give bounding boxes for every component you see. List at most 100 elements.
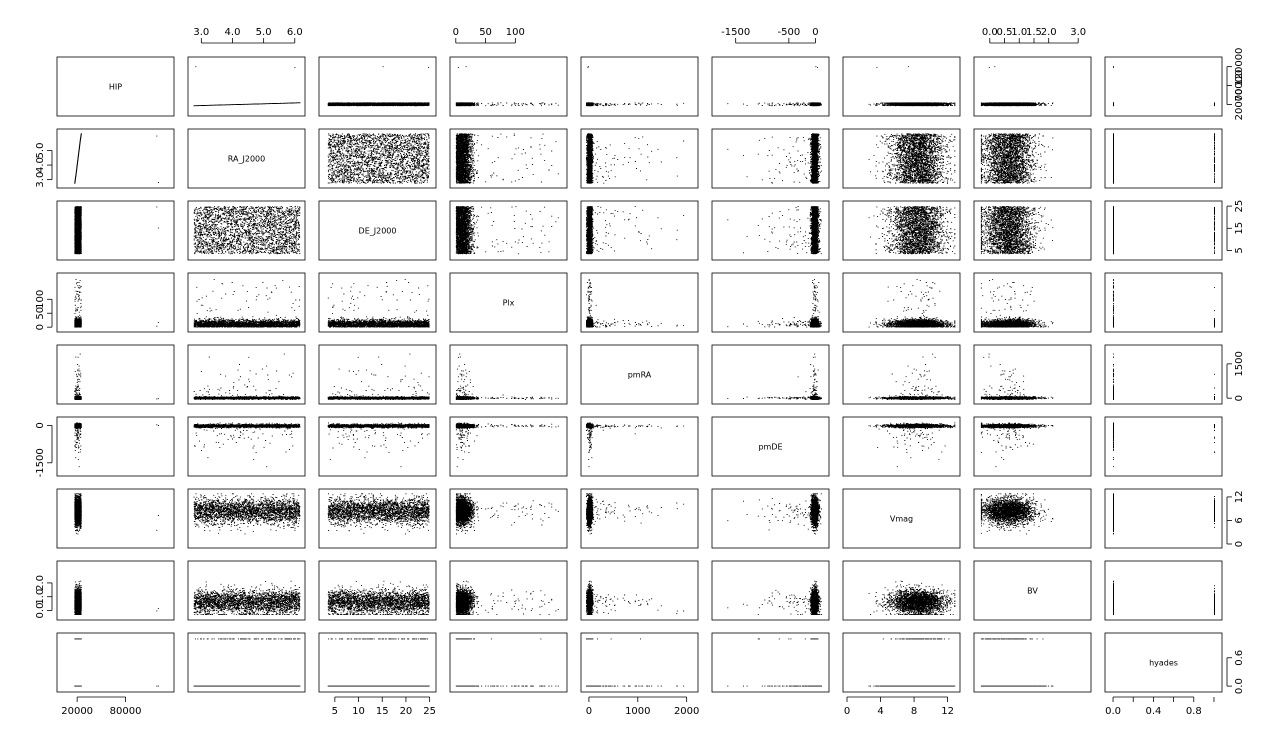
tick-label-hyades: 0.8	[1186, 706, 1202, 717]
panel-frame	[711, 488, 830, 549]
scatter-points	[586, 278, 685, 328]
panel-frame	[842, 344, 961, 405]
panel-frame	[580, 416, 699, 477]
panel-frame	[187, 200, 306, 261]
scatter-points	[868, 422, 956, 468]
panel-Plx-vs-pmDE	[449, 416, 568, 477]
panel-frame	[56, 632, 175, 693]
scatter-points	[868, 353, 956, 400]
panel-frame	[973, 56, 1092, 117]
scatter-points	[727, 493, 822, 535]
scatter-points	[1113, 66, 1215, 107]
panel-RA_J2000-vs-BV	[187, 560, 306, 621]
tick-label-hyades: 0.6	[1234, 650, 1245, 666]
panel-DE_J2000-vs-pmDE	[318, 416, 437, 477]
scatter-points	[327, 580, 430, 616]
tick-label-BV: 3.0	[1070, 27, 1086, 38]
panel-frame	[711, 416, 830, 477]
scatter-points	[327, 133, 430, 184]
scatter-points	[727, 353, 822, 400]
panel-frame	[580, 488, 699, 549]
scatter-points	[980, 493, 1054, 535]
panel-HIP-vs-pmRA	[56, 344, 175, 405]
scatter-points	[1113, 422, 1215, 468]
tick-label-RA_J2000: 3.0	[35, 172, 46, 188]
panel-frame	[318, 56, 437, 117]
panel-frame	[56, 128, 175, 189]
panel-HIP-vs-Plx	[56, 272, 175, 333]
scatter-points	[455, 353, 559, 400]
panel-BV-vs-Plx	[973, 272, 1092, 333]
panel-Plx-vs-DE_J2000	[449, 200, 568, 261]
panel-pmRA-vs-DE_J2000	[580, 200, 699, 261]
panel-BV-vs-DE_J2000	[973, 200, 1092, 261]
tick-label-Vmag: 6	[1234, 517, 1245, 523]
panel-BV-vs-hyades	[973, 632, 1092, 693]
tick-label-RA_J2000: 4.0	[225, 27, 241, 38]
scatter-points	[74, 133, 159, 184]
panel-frame	[973, 560, 1092, 621]
panel-frame	[580, 344, 699, 405]
tick-label-pmDE: 0	[35, 422, 46, 428]
panel-frame	[1104, 488, 1223, 549]
panel-pmRA-vs-pmDE	[580, 416, 699, 477]
panel-pmRA-vs-RA_J2000	[580, 128, 699, 189]
tick-label-DE_J2000: 5	[332, 706, 338, 717]
panel-HIP-vs-BV	[56, 560, 175, 621]
tick-label-BV: 1.0	[35, 589, 46, 605]
panel-frame	[973, 416, 1092, 477]
variable-label: DE_J2000	[359, 227, 397, 236]
panel-frame	[711, 128, 830, 189]
tick-label-HIP: 20000	[1234, 89, 1245, 121]
panel-frame	[56, 560, 175, 621]
panel-hyades-vs-RA_J2000	[1104, 128, 1223, 189]
tick-label-hyades: 0.0	[1234, 678, 1245, 694]
tick-label-BV: 1.5	[1026, 27, 1042, 38]
panel-frame	[318, 344, 437, 405]
tick-label-DE_J2000: 25	[423, 706, 436, 717]
scatter-points	[74, 580, 159, 616]
scatter-points	[980, 353, 1054, 400]
variable-label: RA_J2000	[228, 155, 265, 164]
scatter-points	[455, 422, 559, 468]
panel-hyades-vs-Vmag	[1104, 488, 1223, 549]
panel-frame	[449, 416, 568, 477]
panel-hyades-vs-BV	[1104, 560, 1223, 621]
scatter-points	[193, 580, 301, 616]
panel-frame	[318, 632, 437, 693]
panel-frame	[711, 344, 830, 405]
tick-label-HIP: 80000	[110, 706, 142, 717]
panel-frame	[973, 488, 1092, 549]
variable-label: pmRA	[628, 371, 652, 380]
panel-frame	[56, 200, 175, 261]
scatter-points	[980, 133, 1054, 184]
panel-pmDE-vs-RA_J2000	[711, 128, 830, 189]
panel-frame	[711, 200, 830, 261]
panel-pmDE-vs-pmRA	[711, 344, 830, 405]
tick-label-Plx: 50	[35, 307, 46, 320]
scatter-points	[1113, 580, 1215, 616]
panel-Vmag-vs-Vmag: Vmag	[842, 488, 961, 549]
panel-BV-vs-HIP	[973, 56, 1092, 117]
scatter-points	[727, 206, 822, 255]
panel-frame	[973, 632, 1092, 693]
panel-frame	[187, 56, 306, 117]
scatter-points	[727, 580, 822, 616]
panel-Plx-vs-HIP	[449, 56, 568, 117]
panel-pmRA-vs-Plx	[580, 272, 699, 333]
panel-frame	[711, 56, 830, 117]
panel-frame	[1104, 56, 1223, 117]
panel-BV-vs-pmDE	[973, 416, 1092, 477]
scatter-points	[455, 133, 559, 184]
scatter-points	[1113, 206, 1215, 255]
scatter-points	[868, 66, 956, 107]
panel-frame	[1104, 344, 1223, 405]
panel-Plx-vs-pmRA	[449, 344, 568, 405]
panel-Plx-vs-Plx: Plx	[449, 272, 568, 333]
panel-frame	[580, 56, 699, 117]
panel-HIP-vs-DE_J2000	[56, 200, 175, 261]
panel-DE_J2000-vs-pmRA	[318, 344, 437, 405]
panel-pmDE-vs-DE_J2000	[711, 200, 830, 261]
panel-pmRA-vs-Vmag	[580, 488, 699, 549]
tick-label-BV: 1.0	[1011, 27, 1027, 38]
